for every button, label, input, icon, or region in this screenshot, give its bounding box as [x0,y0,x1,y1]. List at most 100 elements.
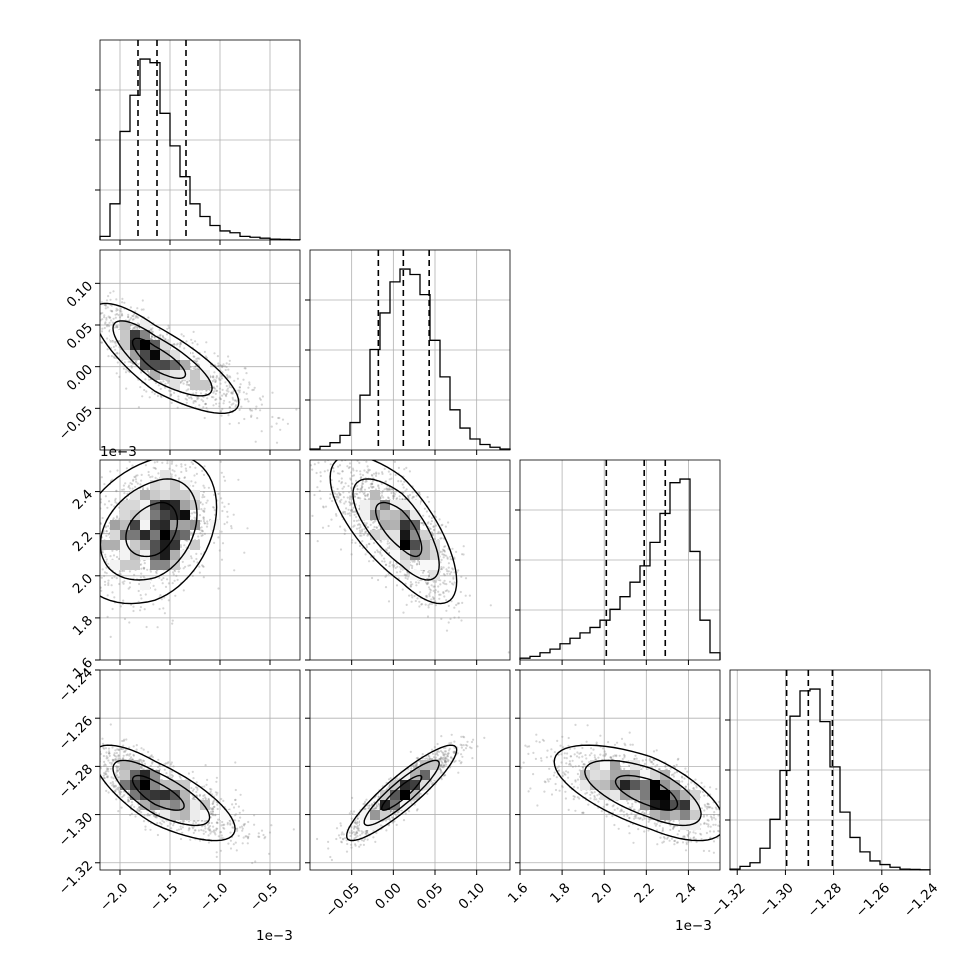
sample-point [335,495,338,498]
sample-point [237,478,240,481]
sample-point [115,312,119,316]
sample-point [368,542,371,546]
sample-point [375,471,378,474]
sample-point [371,576,374,580]
sample-point [224,393,227,397]
sample-point [313,463,316,466]
sample-point [413,560,416,563]
sample-point [396,565,399,568]
sample-point [149,570,152,573]
sample-point [148,396,151,399]
sample-point [223,399,226,402]
sample-point [198,514,202,517]
sample-point [198,404,201,407]
sample-point [133,475,136,478]
sample-point [136,316,140,319]
sample-point [364,530,368,533]
sample-point [277,416,280,420]
sample-point [221,365,224,368]
sample-point [186,380,189,383]
sample-point [150,330,153,333]
sample-point [108,316,111,319]
sample-point [390,477,393,480]
sample-point [460,575,463,578]
contour-level-1 [125,501,179,558]
sample-point [109,316,112,319]
sample-point [197,397,200,400]
sample-point [427,606,430,609]
sample-point [255,405,258,408]
sample-point [127,316,130,319]
sample-point [427,570,430,574]
sample-point [397,466,400,469]
sample-point [162,577,165,580]
sample-point [202,516,205,519]
sample-point [111,607,114,611]
sample-point [442,591,445,594]
sample-point [227,502,230,506]
sample-point [108,330,111,333]
sample-point [447,570,450,573]
sample-point [361,474,365,477]
sample-point [375,526,378,529]
sample-point [416,562,419,566]
density-cell [130,560,140,570]
sample-point [340,477,343,480]
sample-point [192,401,195,404]
histogram-panel-3 [515,459,721,665]
sample-point [139,483,142,486]
density-cell [130,540,140,550]
sample-point [115,326,119,329]
sample-point [172,573,175,576]
sample-point [107,525,110,528]
sample-point [175,574,178,578]
sample-point [225,365,228,369]
sample-point [389,473,392,476]
density-cell [130,330,140,340]
sample-point [408,470,411,473]
sample-point [270,425,273,428]
sample-point [358,544,362,548]
sample-point [422,514,425,517]
sample-point [203,350,206,353]
sample-point [342,496,345,499]
sample-point [228,385,231,389]
sample-point [222,475,225,478]
sample-point [443,549,446,552]
sample-point [337,465,340,468]
density-cell [120,540,130,550]
density-cell [150,350,160,360]
sample-point [444,545,447,548]
contour-level-2 [112,320,213,397]
sample-point [239,383,242,386]
sample-point [328,497,332,500]
sample-point [233,399,236,402]
density-cell [120,550,130,560]
sample-point [363,488,367,491]
sample-point [220,377,224,380]
sample-point [152,603,155,606]
sample-point [392,565,395,568]
sample-point [212,386,215,389]
sample-point [134,310,137,313]
corner-plot-panels: −2.0 −1.5 −1.0 −0.5 −0.05 0.00 0.05 0.10 1.6 1.8 2… [56,39,941,944]
density-cell [160,470,170,480]
sample-point [222,363,225,366]
density-cell [120,320,130,330]
sample-point [411,495,414,499]
sample-point [156,394,159,398]
sample-point [205,341,208,344]
density-cell [150,530,160,540]
sample-point [228,363,231,366]
sample-point [230,403,233,406]
sample-point [370,485,373,488]
sample-point [141,395,144,398]
sample-point [143,562,146,565]
sample-point [112,355,115,358]
sample-point [411,596,414,599]
sample-point [213,509,216,512]
sample-point [359,488,362,491]
sample-point [121,314,124,317]
sample-point [424,595,428,598]
sample-point [129,306,132,309]
